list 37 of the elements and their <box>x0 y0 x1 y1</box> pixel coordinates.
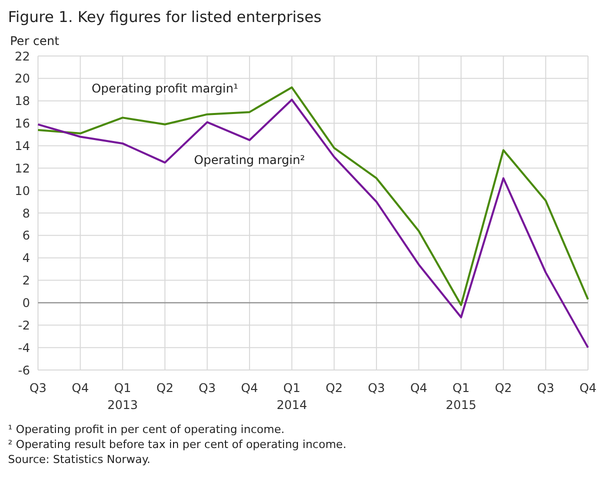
x-tick-label: Q3 <box>537 381 554 395</box>
chart-title: Figure 1. Key figures for listed enterprises <box>8 8 322 26</box>
y-tick-label: 10 <box>14 184 30 198</box>
y-axis-title: Per cent <box>10 34 60 48</box>
text: ² Operating result before tax in per cent of operating income. <box>8 437 348 452</box>
x-tick-label: Q2 <box>326 381 343 395</box>
text: ¹ Operating profit in per cent of operating income. <box>8 422 286 437</box>
y-tick-label: 20 <box>14 72 30 86</box>
x-tick-label: Q1 2015 <box>446 381 476 412</box>
y-tick-label: -6 <box>18 363 30 378</box>
x-tick-label: Q3 <box>368 381 386 395</box>
y-tick-label: 4 <box>22 251 30 266</box>
x-tick-label: Q4 <box>410 381 428 395</box>
x-tick-label: Q4 <box>240 381 258 395</box>
y-tick-label: 6 <box>22 228 30 243</box>
x-tick-label: Q4 <box>72 381 89 395</box>
y-tick-label: 14 <box>14 138 30 153</box>
x-tick-label: Q4 <box>579 381 597 395</box>
x-tick-label: Q1 2014 <box>276 381 308 412</box>
y-tick-label: -2 <box>18 318 30 332</box>
y-tick-label: 8 <box>22 206 30 220</box>
x-tick-label: Q1 2013 <box>107 381 138 412</box>
x-tick-label: Q2 <box>494 381 512 395</box>
y-tick-label: 16 <box>14 116 30 131</box>
y-tick-label: 18 <box>14 94 30 108</box>
y-tick-label: 0 <box>22 296 30 310</box>
x-tick-label: Q3 <box>29 381 47 395</box>
source-note: Source: Statistics Norway. <box>8 452 152 467</box>
line-series <box>37 98 589 349</box>
y-tick-label: -4 <box>18 340 30 355</box>
series-label: Operating margin² <box>194 153 306 168</box>
y-tick-label: 12 <box>14 161 30 176</box>
y-tick-label: 22 <box>14 49 30 64</box>
x-tick-label: Q3 <box>198 381 216 395</box>
x-tick-label: Q2 <box>156 381 174 395</box>
series-label: Operating profit margin¹ <box>92 81 238 96</box>
y-tick-label: 2 <box>22 274 30 288</box>
